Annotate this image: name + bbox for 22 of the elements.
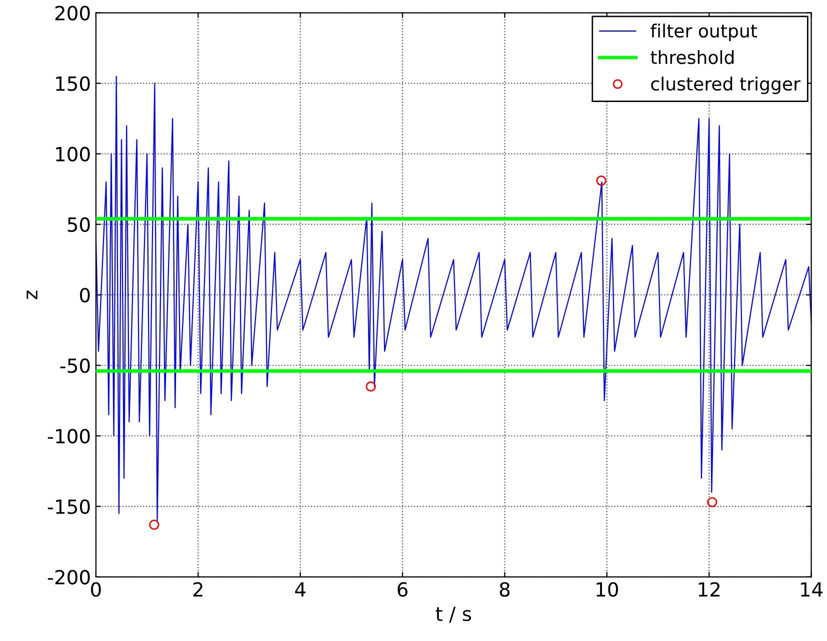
x-tick-label: 14 xyxy=(801,582,823,597)
y-tick-label: 0 xyxy=(80,288,90,303)
legend-label: threshold xyxy=(650,50,734,64)
x-tick-label: 6 xyxy=(398,582,408,597)
y-tick-label: -50 xyxy=(60,358,90,374)
x-axis-title: t / s xyxy=(436,606,471,623)
x-tick-label: 10 xyxy=(596,582,618,597)
y-axis-title: z xyxy=(26,290,38,300)
x-tick-label: 0 xyxy=(91,582,101,597)
legend-label: clustered trigger xyxy=(651,76,800,94)
legend-label: filter output xyxy=(650,24,758,42)
y-tick-label: 50 xyxy=(68,217,90,232)
y-tick-label: 150 xyxy=(56,76,90,91)
y-tick-label: -150 xyxy=(48,499,90,514)
y-tick-label: 100 xyxy=(56,146,90,162)
x-tick-label: 2 xyxy=(193,582,202,597)
x-tick-label: 8 xyxy=(500,582,510,597)
y-tick-label: -200 xyxy=(48,570,90,585)
x-tick-label: 12 xyxy=(698,582,720,597)
y-tick-label: -100 xyxy=(48,428,90,444)
x-tick-label: 4 xyxy=(295,582,306,597)
y-tick-label: 200 xyxy=(55,6,90,20)
